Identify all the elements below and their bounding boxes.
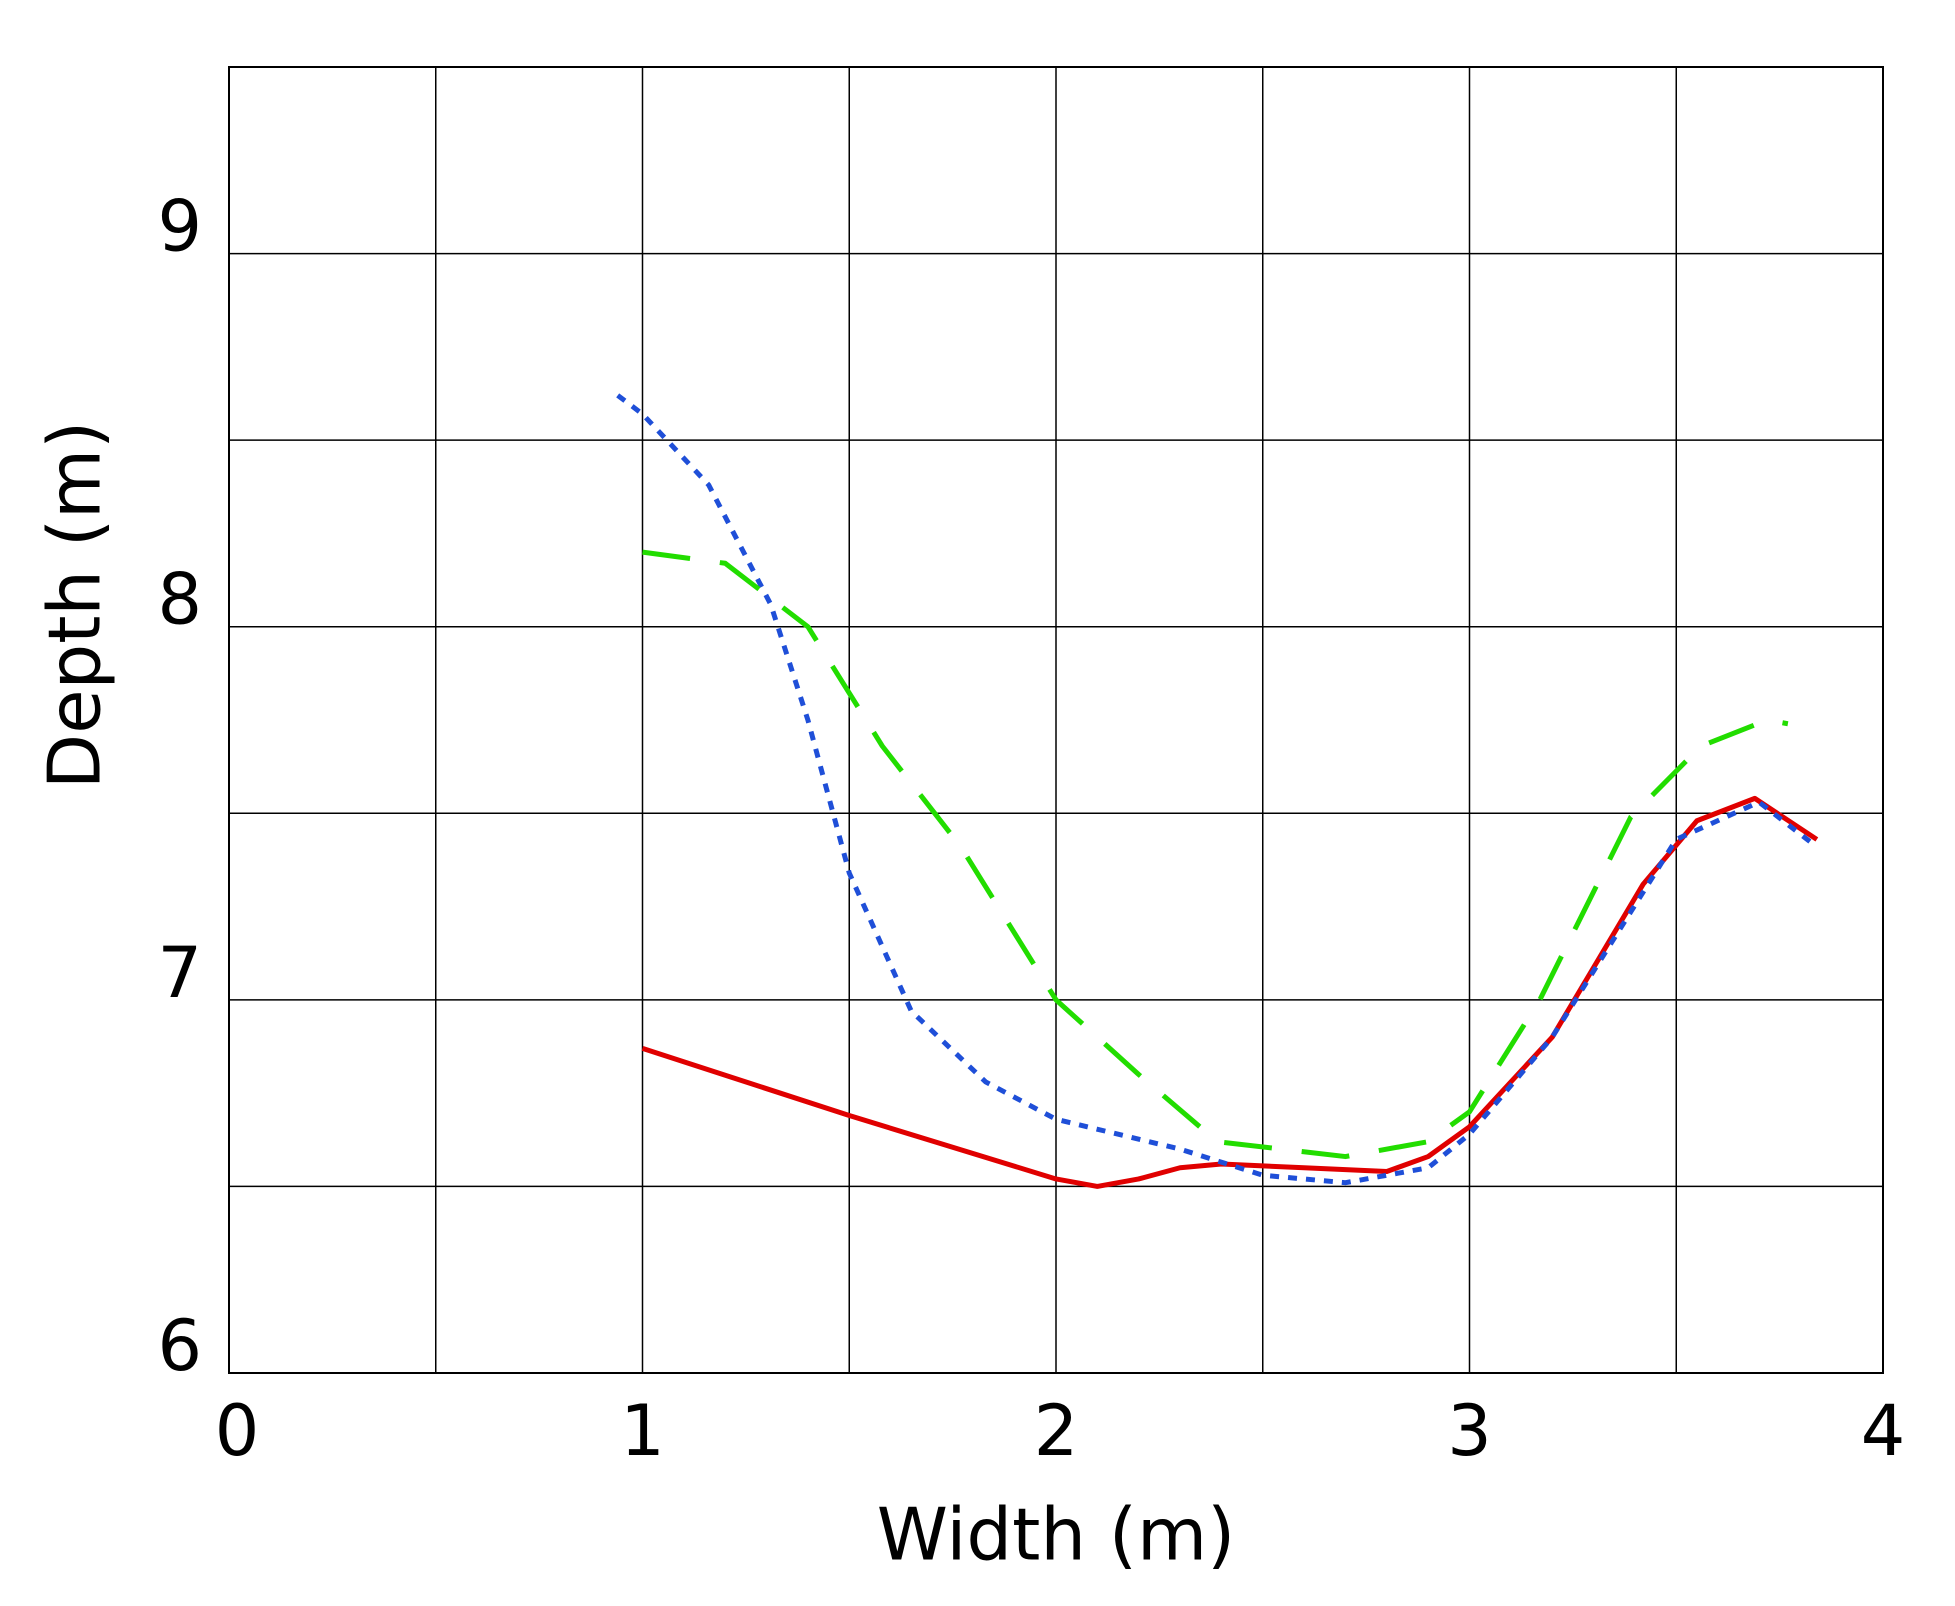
y-tick-label: 7 xyxy=(157,932,202,1014)
y-tick-label: 8 xyxy=(157,559,202,641)
x-tick-label: 1 xyxy=(620,1390,665,1472)
x-tick-label: 2 xyxy=(1034,1390,1079,1472)
plot-frame xyxy=(228,66,1884,1374)
x-tick-label: 3 xyxy=(1447,1390,1492,1472)
y-tick-label: 9 xyxy=(157,186,202,268)
y-tick-label: 6 xyxy=(157,1305,202,1387)
data-line xyxy=(641,795,1819,1189)
data-line xyxy=(642,549,1789,1160)
data-line xyxy=(616,393,1819,1186)
x-axis-title: Width (m) xyxy=(877,1493,1235,1577)
y-axis-title: Depth (m) xyxy=(33,421,117,790)
x-tick-label: 4 xyxy=(1861,1390,1906,1472)
x-tick-label: 0 xyxy=(215,1390,260,1472)
